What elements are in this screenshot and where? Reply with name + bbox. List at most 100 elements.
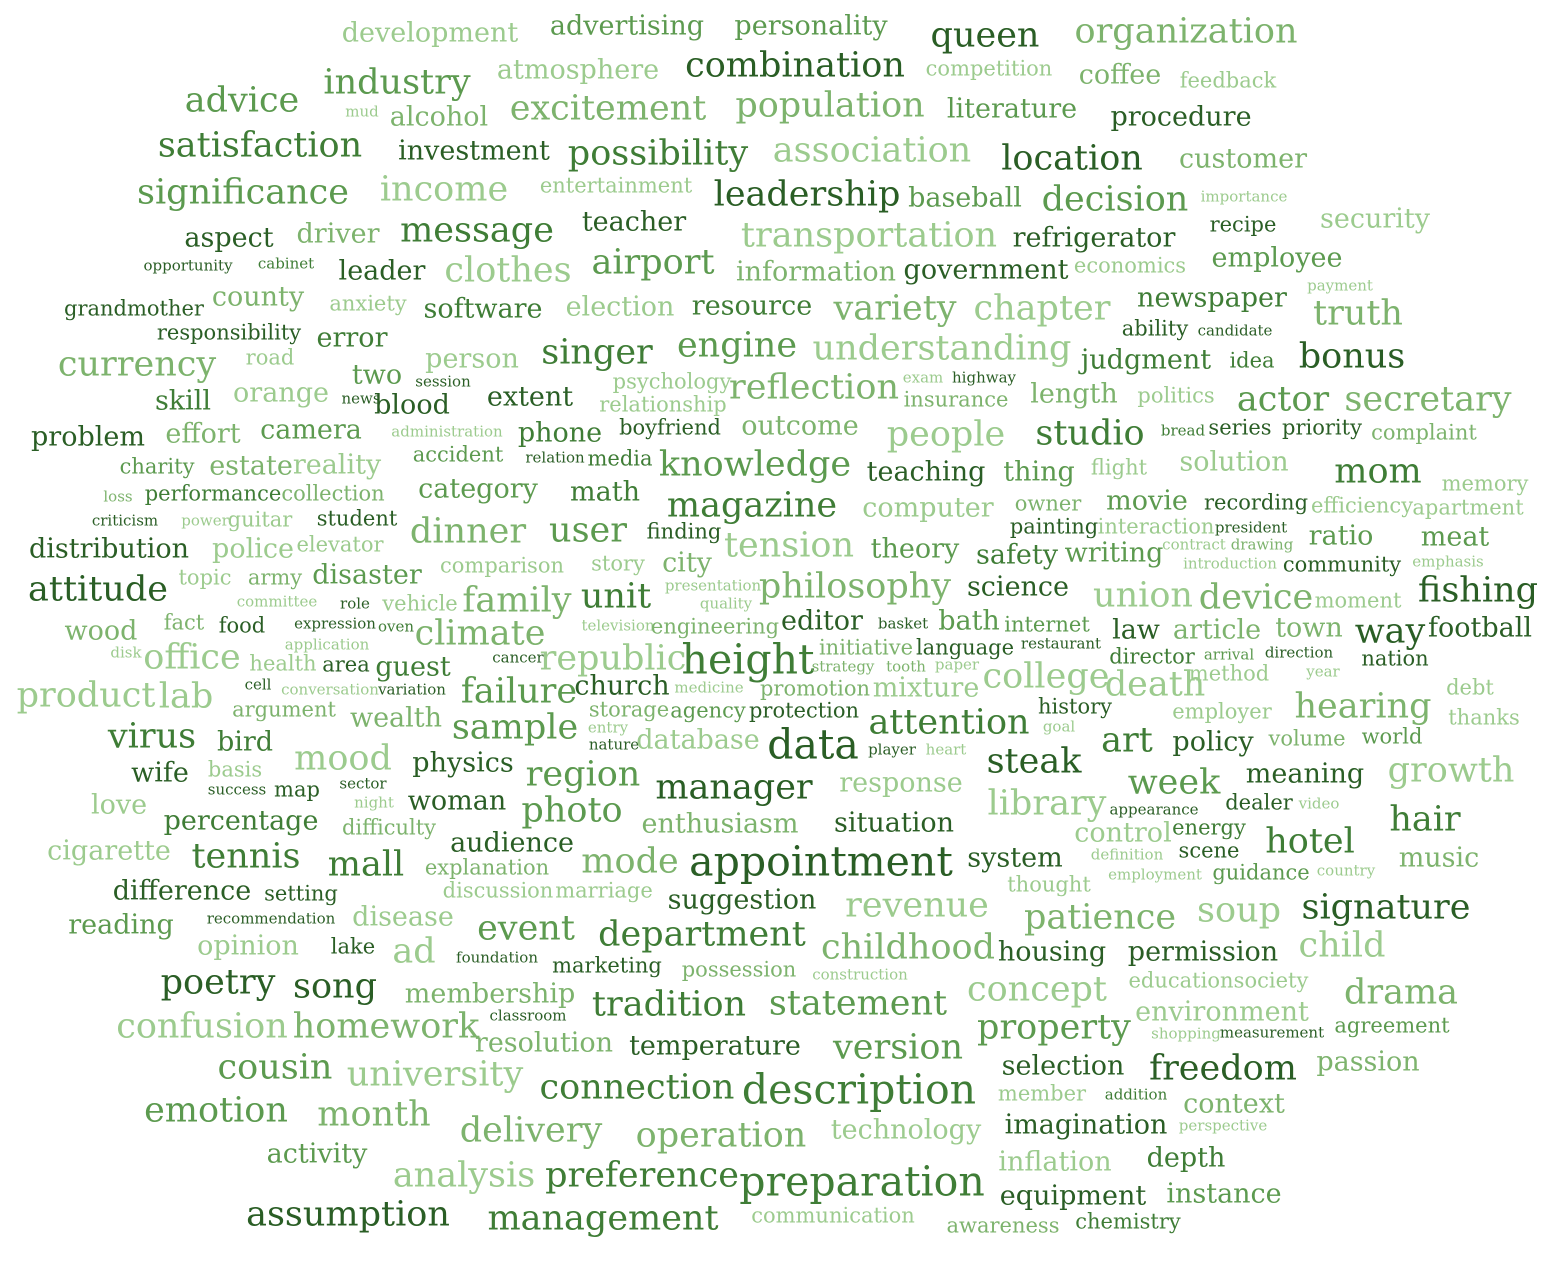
word-finding: finding — [646, 519, 722, 544]
word-user: user — [549, 510, 627, 551]
word-interaction: interaction — [1097, 514, 1215, 539]
word-death: death — [1104, 664, 1206, 705]
word-significance: significance — [137, 172, 349, 213]
word-method: method — [1188, 661, 1270, 686]
word-difficulty: difficulty — [341, 815, 437, 840]
word-problem: problem — [31, 421, 145, 453]
word-highway: highway — [952, 368, 1016, 387]
word-construction: construction — [812, 965, 908, 984]
word-debt: debt — [1446, 675, 1494, 700]
word-device: device — [1198, 577, 1314, 618]
word-engineering: engineering — [650, 614, 780, 639]
word-percentage: percentage — [163, 805, 319, 837]
word-depth: depth — [1146, 1142, 1226, 1174]
word-physics: physics — [412, 747, 514, 779]
word-technology: technology — [830, 1114, 982, 1146]
word-poetry: poetry — [160, 962, 276, 1003]
word-government: government — [903, 254, 1069, 286]
word-union: union — [1093, 575, 1193, 616]
word-week: week — [1127, 762, 1221, 803]
word-charity: charity — [119, 454, 195, 479]
word-comparison: comparison — [440, 553, 564, 578]
word-art: art — [1101, 720, 1153, 761]
word-exam: exam — [902, 368, 944, 387]
word-chapter: chapter — [973, 288, 1111, 329]
word-basket: basket — [877, 614, 929, 633]
word-grandmother: grandmother — [64, 296, 204, 321]
word-preference: preference — [545, 1155, 739, 1196]
word-philosophy: philosophy — [758, 566, 952, 607]
word-temperature: temperature — [629, 1030, 801, 1062]
word-thanks: thanks — [1448, 705, 1520, 730]
word-skill: skill — [154, 385, 212, 417]
word-safety: safety — [975, 539, 1059, 571]
word-quality: quality — [699, 594, 753, 613]
word-scene: scene — [1178, 838, 1240, 863]
word-variation: variation — [378, 680, 446, 699]
word-thought: thought — [1007, 872, 1091, 897]
word-reflection: reflection — [729, 367, 899, 408]
word-tradition: tradition — [591, 984, 747, 1025]
word-enthusiasm: enthusiasm — [641, 808, 799, 840]
word-coffee: coffee — [1078, 59, 1162, 91]
word-preparation: preparation — [739, 1157, 985, 1206]
word-personality: personality — [734, 10, 888, 42]
word-cousin: cousin — [217, 1047, 333, 1088]
word-initiative: initiative — [818, 635, 914, 660]
word-perspective: perspective — [1178, 1116, 1268, 1135]
word-county: county — [211, 281, 305, 313]
word-permission: permission — [1127, 936, 1279, 968]
word-distribution: distribution — [29, 533, 189, 565]
word-fishing: fishing — [1418, 570, 1538, 611]
word-memory: memory — [1441, 471, 1529, 496]
word-airport: airport — [591, 242, 715, 283]
word-nation: nation — [1361, 646, 1429, 671]
word-committee: committee — [236, 592, 318, 611]
word-advertising: advertising — [549, 10, 705, 42]
word-classroom: classroom — [489, 1006, 567, 1025]
word-student: student — [316, 506, 398, 531]
word-bread: bread — [1160, 421, 1206, 440]
word-topic: topic — [178, 565, 232, 590]
word-housing: housing — [997, 936, 1107, 968]
word-priority: priority — [1282, 415, 1362, 440]
word-movie: movie — [1106, 485, 1188, 517]
word-aspect: aspect — [184, 222, 274, 254]
word-mood: mood — [294, 738, 392, 779]
word-country: country — [1316, 861, 1376, 880]
word-apartment: apartment — [1412, 495, 1524, 520]
word-transportation: transportation — [740, 215, 998, 256]
word-basis: basis — [207, 757, 263, 782]
word-employment: employment — [1108, 865, 1202, 884]
word-painting: painting — [1009, 514, 1099, 539]
word-climate: climate — [414, 613, 546, 654]
word-education: education — [1128, 968, 1234, 993]
word-city: city — [662, 547, 712, 579]
word-effort: effort — [165, 418, 241, 450]
word-map: map — [274, 777, 320, 802]
word-imagination: imagination — [1004, 1109, 1168, 1141]
word-paper: paper — [934, 655, 980, 674]
word-income: income — [379, 169, 509, 210]
word-ratio: ratio — [1308, 520, 1374, 552]
word-extent: extent — [486, 381, 574, 413]
word-conversation: conversation — [281, 680, 379, 699]
word-entry: entry — [587, 718, 629, 737]
word-possibility: possibility — [567, 133, 749, 174]
word-disaster: disaster — [312, 559, 422, 591]
word-truth: truth — [1313, 293, 1403, 334]
word-flight: flight — [1090, 455, 1148, 480]
word-actor: actor — [1236, 379, 1330, 420]
word-connection: connection — [539, 1067, 735, 1108]
word-satisfaction: satisfaction — [157, 125, 363, 166]
word-wife: wife — [131, 757, 189, 789]
word-moment: moment — [1314, 588, 1402, 613]
word-heart: heart — [925, 740, 967, 759]
word-inflation: inflation — [998, 1146, 1112, 1178]
word-member: member — [997, 1081, 1087, 1106]
word-mixture: mixture — [872, 672, 980, 704]
word-audience: audience — [450, 827, 574, 859]
word-manager: manager — [655, 767, 813, 808]
word-boyfriend: boyfriend — [619, 415, 721, 440]
word-virus: virus — [107, 716, 197, 757]
